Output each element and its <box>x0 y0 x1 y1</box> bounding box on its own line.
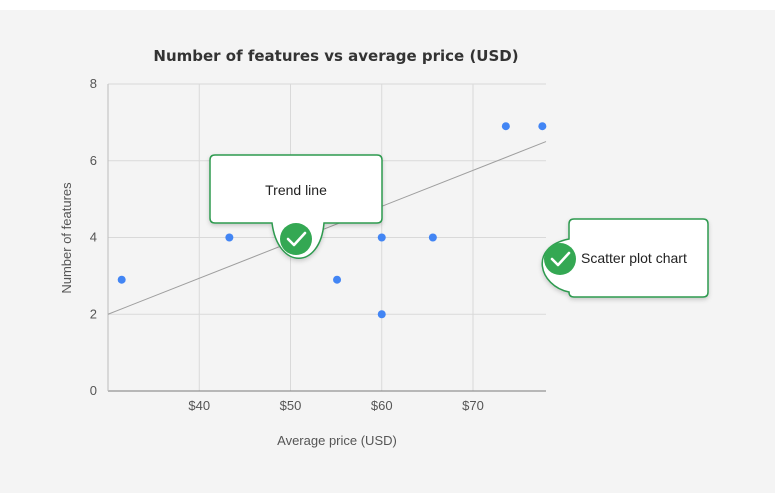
trend-line <box>107 141 547 315</box>
x-tick-label: $50 <box>280 398 302 413</box>
data-point <box>377 233 386 242</box>
chart-panel: Number of features vs average price (USD… <box>0 10 775 493</box>
x-axis-label: Average price (USD) <box>277 433 397 448</box>
data-point <box>225 233 234 242</box>
data-points <box>117 122 547 319</box>
x-tick-label: $40 <box>188 398 210 413</box>
data-point <box>501 122 510 131</box>
data-point <box>333 275 342 284</box>
y-tick-labels: 0 2 4 6 8 <box>90 76 97 398</box>
trend-line-callout-label: Trend line <box>265 182 327 198</box>
y-axis-label: Number of features <box>59 182 74 294</box>
scatter-chart: Number of features vs average price (USD… <box>59 47 709 448</box>
x-tick-labels: $40 $50 $60 $70 <box>188 398 483 413</box>
scatter-plot-callout <box>541 218 709 298</box>
check-icon <box>544 243 576 275</box>
data-point <box>117 275 126 284</box>
trend-line-callout-box <box>209 154 383 259</box>
x-tick-label: $60 <box>371 398 393 413</box>
scatter-plot-callout-box <box>541 218 709 298</box>
y-tick-label: 4 <box>90 230 97 245</box>
check-icon <box>280 223 312 255</box>
grid-lines <box>108 83 546 391</box>
data-point <box>377 310 386 319</box>
data-point <box>428 233 437 242</box>
trend-line-group <box>107 141 547 315</box>
y-tick-label: 2 <box>90 306 97 321</box>
scatter-plot-callout-label: Scatter plot chart <box>581 250 687 266</box>
trend-line-callout <box>209 154 383 259</box>
y-tick-label: 8 <box>90 76 97 91</box>
y-tick-label: 6 <box>90 153 97 168</box>
y-tick-label: 0 <box>90 383 97 398</box>
chart-title: Number of features vs average price (USD… <box>153 47 518 65</box>
data-point <box>538 122 547 131</box>
axes <box>107 84 546 392</box>
x-tick-label: $70 <box>462 398 484 413</box>
